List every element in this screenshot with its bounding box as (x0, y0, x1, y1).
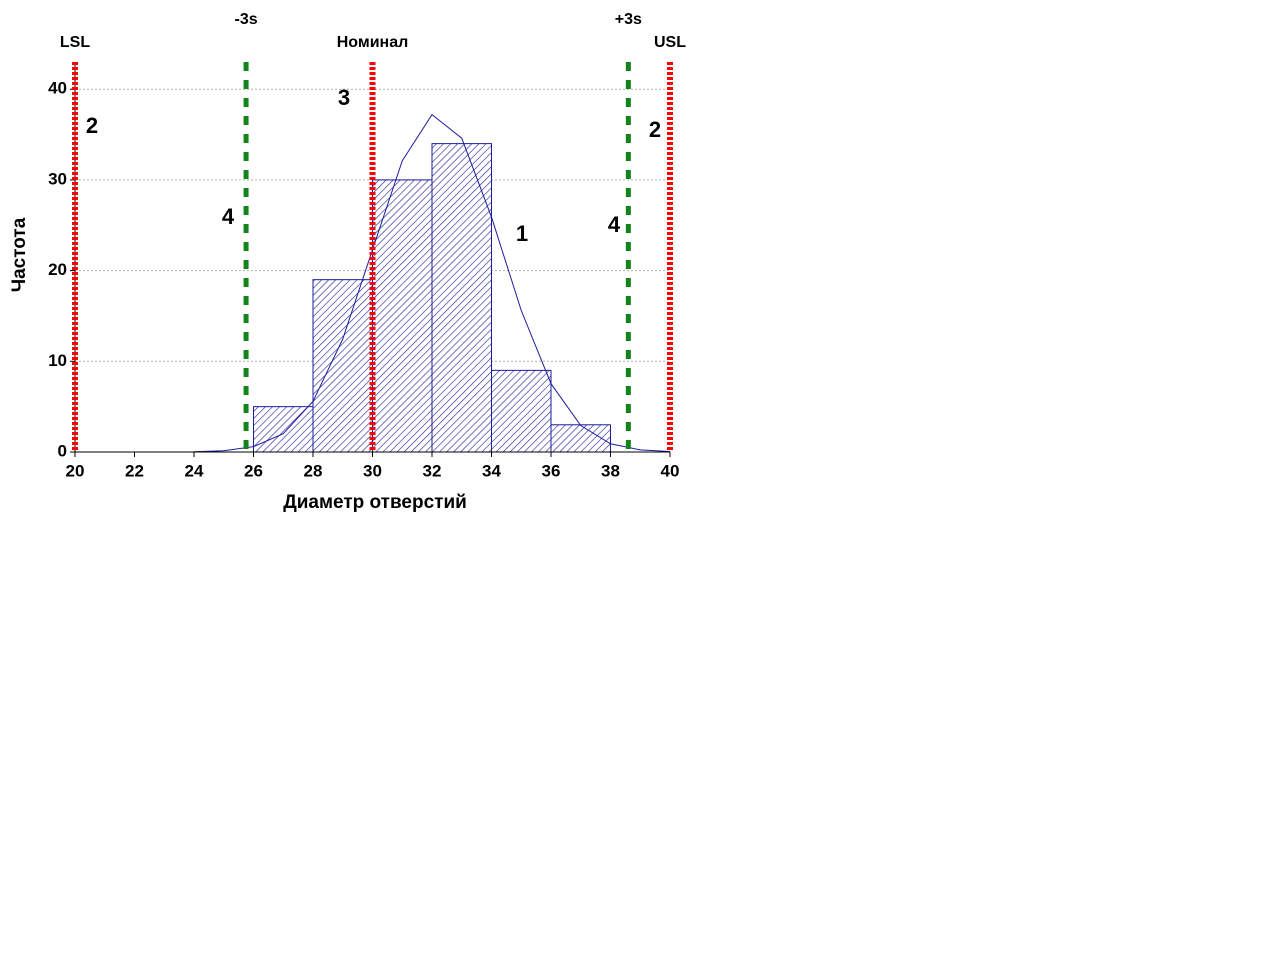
reference-label: +3s (615, 11, 642, 28)
y-axis-title: Частота (9, 217, 30, 292)
annotation: 2 (86, 113, 98, 138)
x-tick-label: 20 (66, 461, 85, 480)
x-tick-label: 24 (185, 461, 204, 480)
x-tick-label: 26 (244, 461, 263, 480)
x-tick-label: 30 (363, 461, 382, 480)
x-tick-label: 40 (661, 461, 680, 480)
histogram-bar (491, 369, 552, 453)
annotation: 4 (608, 212, 621, 237)
x-axis-title: Диаметр отверстий (283, 492, 467, 513)
x-tick-label: 28 (304, 461, 323, 480)
annotation: 3 (338, 85, 350, 110)
x-tick-label: 34 (482, 461, 501, 480)
annotation: 2 (649, 117, 661, 142)
y-tick-label: 40 (48, 79, 67, 98)
histogram-bar (431, 143, 492, 453)
histogram-bar (253, 406, 314, 453)
x-tick-label: 38 (601, 461, 620, 480)
reference-label: -3s (235, 11, 258, 28)
density-curve (193, 113, 671, 453)
reference-label: Номинал (337, 34, 409, 51)
y-tick-label: 10 (48, 351, 67, 370)
y-tick-label: 20 (48, 260, 67, 279)
reference-label: USL (654, 34, 686, 51)
y-tick-label: 0 (58, 441, 67, 460)
annotation: 4 (222, 204, 235, 229)
x-tick-label: 32 (423, 461, 442, 480)
histogram-bar (372, 179, 433, 453)
reference-label: LSL (60, 34, 90, 51)
x-tick-label: 36 (542, 461, 561, 480)
x-tick-label: 22 (125, 461, 144, 480)
annotation: 1 (516, 221, 528, 246)
histogram-bar (312, 279, 373, 453)
y-tick-label: 30 (48, 169, 67, 188)
